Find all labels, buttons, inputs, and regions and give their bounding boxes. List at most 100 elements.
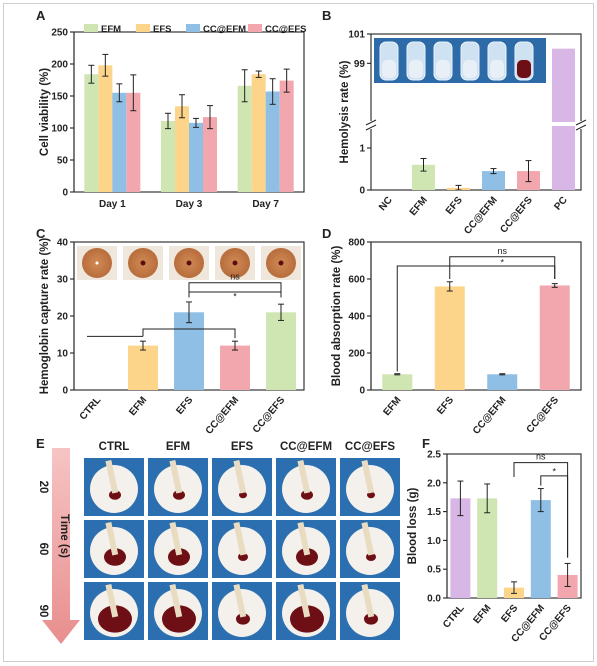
- panel-c-star-line-bracket: [188, 291, 282, 298]
- panel-e-blood-stain: [173, 490, 185, 500]
- panel-d-chart: 0 200 400 600 800 Blood absorption rate (%) EF…: [331, 238, 582, 437]
- panel-a-bar: [175, 106, 189, 192]
- panel-a-legend-label: CC@EFS: [265, 24, 306, 35]
- panel-a-legend-swatch: [84, 24, 98, 32]
- panel-b-y-axis-label: Hemolysis rate (%): [339, 60, 351, 163]
- panel-a-x-tick-label: Day 7: [252, 199, 279, 210]
- panel-e-blood-stain: [236, 613, 250, 625]
- panel-f-y-axis-label: Blood loss (g): [407, 488, 419, 565]
- panel-e-blood-stain: [98, 605, 132, 633]
- panel-b-x-tick-label: NC: [377, 195, 395, 213]
- panel-d-ns-bracket: [449, 256, 556, 279]
- panel-e-row-label: 60: [37, 543, 49, 556]
- panel-f-star-label: *: [552, 467, 556, 477]
- panel-d-x-tick-label: EFS: [435, 395, 456, 417]
- panel-b-x-tick-label: CC@EFM: [462, 195, 500, 237]
- panel-c-y-tick-label: 30: [57, 275, 69, 286]
- panel-e-tail-icon: [105, 459, 119, 494]
- panel-e-tail-icon: [297, 583, 311, 618]
- panel-e-tail-icon: [233, 459, 247, 494]
- panel-a-y-tick-label: 150: [51, 92, 68, 103]
- panel-e-blood-stain: [162, 605, 196, 633]
- panel-c-disc-spot: [95, 261, 99, 265]
- panel-a-bar: [279, 80, 294, 192]
- panel-d-x-tick-label: CC@EFM: [471, 395, 509, 437]
- panel-f-y-tick-label: 0.5: [427, 565, 441, 576]
- figure-frame: A B C D E F 0 50 100 150 200 250 Cell viabilit…: [3, 3, 594, 662]
- panel-e-blood-stain: [290, 605, 324, 633]
- panel-e-tail-icon: [169, 521, 183, 556]
- panel-d-bar: [434, 286, 465, 390]
- panel-f-y-tick-label: 0.0: [427, 594, 441, 605]
- panel-d-y-tick-label: 800: [348, 238, 365, 249]
- panel-e-column-header: CC@EFS: [345, 441, 396, 453]
- panel-e-tail-icon: [361, 583, 375, 618]
- panel-b-tube-liquid: [382, 60, 396, 78]
- panel-c-disc-spot: [140, 260, 146, 266]
- panel-c-disc-spot: [232, 260, 238, 266]
- panel-f-ns-label: ns: [536, 452, 546, 462]
- panel-e-photo-grid: Time (s) CTRL EFM EFS CC@EFM CC@EFS 20 60 90: [37, 441, 400, 644]
- panel-b-y-tick-label: 99: [354, 59, 366, 70]
- panel-b-x-tick-label: PC: [552, 195, 569, 213]
- panel-c-star-label: *: [233, 291, 237, 301]
- panel-a-y-axis-label: Cell viability (%): [39, 68, 51, 156]
- panel-d-bar: [487, 374, 518, 390]
- panel-b-x-tick-label: CC@EFS: [498, 195, 535, 236]
- panel-e-tail-icon: [233, 583, 247, 618]
- panel-b-y-tick-label: 101: [348, 30, 365, 41]
- panel-a-bar: [112, 92, 127, 192]
- panel-a-legend-label: EFS: [153, 24, 171, 35]
- panel-letter-c: C: [36, 226, 46, 241]
- panel-c-y-tick-label: 40: [57, 238, 69, 249]
- panel-a-bar: [84, 74, 99, 192]
- panel-b-y-tick-label: 1: [359, 144, 365, 155]
- panel-b-chart: 0 1 99 101 Hemolysis rate (%) NC EFM EFSCC@EFMC…: [339, 30, 587, 237]
- panel-b-tube-liquid: [517, 60, 531, 78]
- panel-e-tail-icon: [361, 459, 375, 494]
- panel-b-bar: [482, 171, 505, 190]
- panel-c-x-tick-label: EFM: [127, 395, 149, 418]
- panel-a-y-tick-label: 50: [57, 156, 69, 167]
- panel-a-bar: [126, 92, 141, 192]
- panel-e-tail-icon: [361, 521, 375, 556]
- panel-d-bar: [539, 285, 570, 390]
- panel-c-bar: [174, 312, 204, 390]
- panel-e-blood-stain: [301, 490, 313, 500]
- panel-letter-b: B: [322, 8, 331, 23]
- panel-a-legend-swatch: [186, 24, 200, 32]
- panel-f-bar: [450, 498, 471, 598]
- panel-c-bar: [128, 345, 158, 390]
- panel-b-axis-break-mark: [365, 124, 377, 131]
- panel-a-chart: 0 50 100 150 200 250 Cell viability (%) Day 1 Da…: [39, 24, 306, 210]
- panel-e-tail-icon: [169, 459, 183, 494]
- panel-a-bar: [237, 85, 252, 192]
- panel-a-legend-label: EFM: [101, 24, 121, 35]
- panel-c-disc-spot: [186, 260, 192, 266]
- panel-c-y-axis-label: Hemoglobin capture rate (%): [39, 238, 51, 395]
- panel-e-blood-stain: [239, 491, 247, 499]
- panel-e-blood-stain: [296, 548, 318, 566]
- panel-e-column-header: EFS: [231, 441, 254, 453]
- panel-a-y-tick-label: 200: [51, 60, 68, 71]
- panel-d-y-tick-label: 200: [348, 349, 365, 360]
- panel-f-x-tick-label: EFM: [472, 603, 494, 626]
- panel-c-ns-label: ns: [230, 272, 240, 282]
- panel-f-chart: 0.0 0.5 1.0 1.5 2.0 2.5 Blood loss (g) CTRL EFM E…: [407, 450, 582, 645]
- panel-c-x-tick-label: EFS: [174, 395, 195, 417]
- panel-f-bar: [477, 498, 498, 598]
- panel-d-y-axis-label: Blood absorption rate (%): [331, 246, 343, 387]
- panel-c-y-tick-label: 0: [62, 386, 68, 397]
- panel-b-tube-liquid: [463, 60, 477, 78]
- panel-e-blood-stain: [104, 548, 126, 566]
- panel-d-link-line: [396, 265, 556, 372]
- panel-a-legend-swatch: [136, 24, 150, 32]
- panel-e-column-header: EFM: [166, 441, 190, 453]
- panel-a-y-tick-label: 0: [62, 188, 68, 199]
- panel-b-x-tick-label: EFM: [408, 195, 430, 218]
- panel-c-link-line: [142, 328, 236, 339]
- panel-a-y-tick-label: 100: [51, 124, 68, 135]
- panel-e-time-arrow-icon: [42, 448, 80, 644]
- panel-f-y-tick-label: 2.5: [427, 450, 441, 461]
